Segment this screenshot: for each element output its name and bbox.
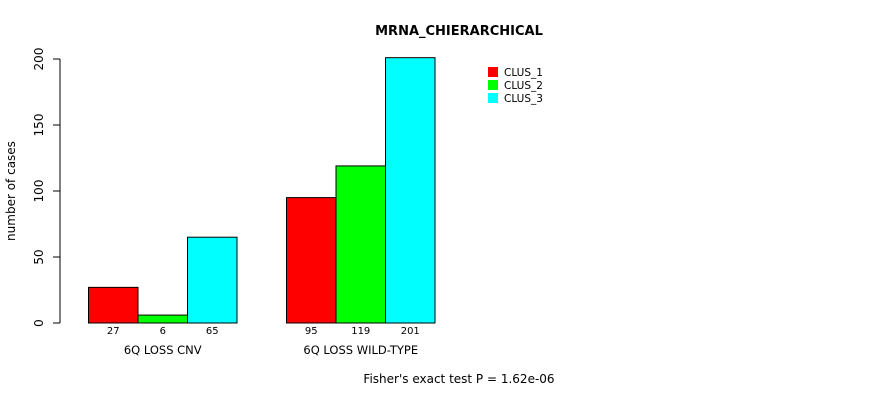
y-tick-label: 150	[32, 114, 46, 137]
bar-value-label: 27	[107, 326, 120, 337]
chart-title: MRNA_CHIERARCHICAL	[375, 24, 543, 39]
bar-clus-1	[88, 286, 139, 324]
category-label: 6Q LOSS CNV	[124, 343, 202, 357]
y-axis: 0 50 100 150 200	[32, 48, 61, 327]
bar-value-label: 65	[206, 326, 219, 337]
bars	[88, 57, 436, 324]
bar-clus-2	[335, 165, 386, 324]
y-axis-label: number of cases	[4, 141, 18, 241]
legend-label: CLUS_3	[504, 93, 543, 105]
bar-value-label: 201	[401, 326, 420, 337]
group-labels: 6Q LOSS CNV 6Q LOSS WILD-TYPE	[124, 343, 418, 357]
legend-swatch	[488, 93, 498, 103]
legend-label: CLUS_2	[504, 80, 543, 92]
bar-value-label: 6	[160, 326, 166, 337]
y-tick-label: 50	[32, 249, 46, 264]
y-tick-label: 200	[32, 48, 46, 71]
bar-value-label: 119	[351, 326, 370, 337]
legend-label: CLUS_1	[504, 67, 543, 79]
bar-value-label: 95	[305, 326, 318, 337]
bar-clus-3	[187, 236, 238, 324]
bar-clus-2	[137, 314, 188, 324]
category-label: 6Q LOSS WILD-TYPE	[303, 343, 418, 357]
legend-swatch	[488, 67, 498, 77]
bar-clus-1	[286, 197, 337, 324]
legend-swatch	[488, 80, 498, 90]
y-tick-label: 100	[32, 180, 46, 203]
y-tick-label: 0	[32, 319, 46, 327]
bar-clus-3	[385, 57, 436, 324]
value-labels: 27 6 65 95 119 201	[107, 326, 420, 337]
fisher-test-footnote: Fisher's exact test P = 1.62e-06	[363, 372, 554, 386]
